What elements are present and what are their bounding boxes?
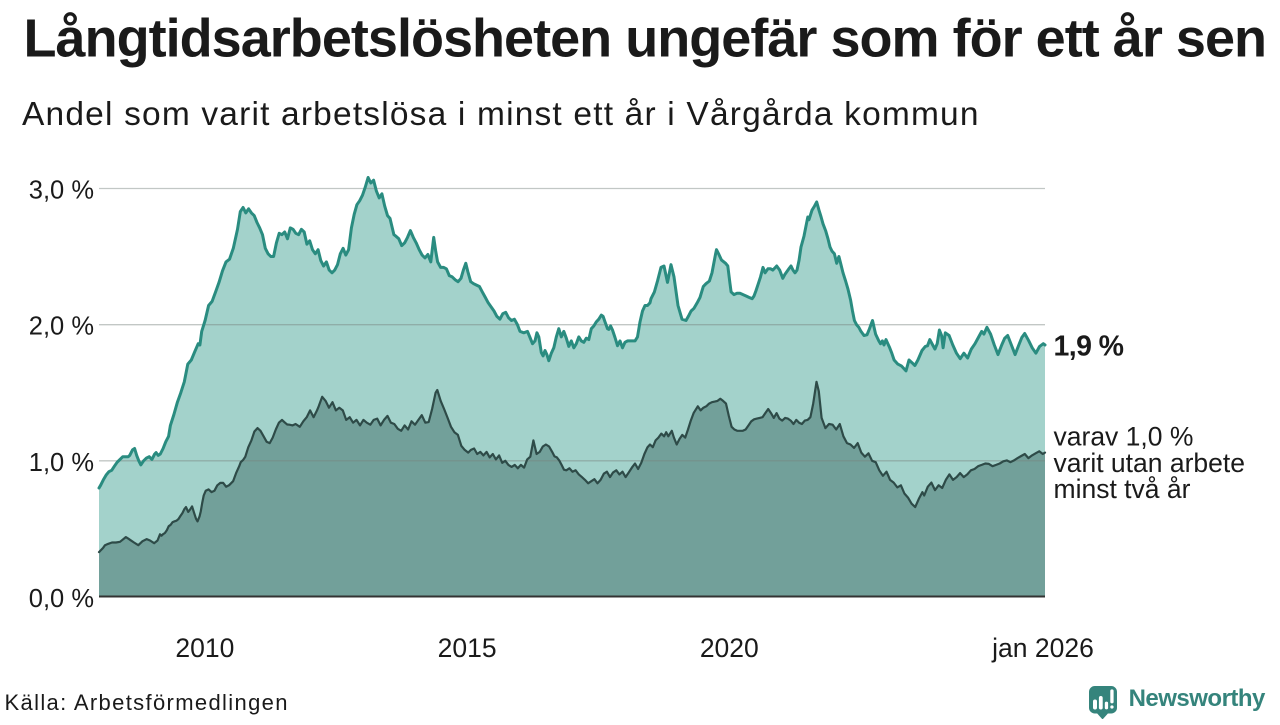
svg-text:2015: 2015 bbox=[438, 633, 497, 663]
svg-text:0,0 %: 0,0 % bbox=[29, 585, 94, 613]
svg-text:minst två år: minst två år bbox=[1054, 474, 1191, 504]
svg-text:Newsworthy: Newsworthy bbox=[1129, 685, 1266, 712]
svg-text:2,0 %: 2,0 % bbox=[29, 313, 94, 341]
svg-text:1,9 %: 1,9 % bbox=[1054, 330, 1125, 362]
svg-text:Källa: Arbetsförmedlingen: Källa: Arbetsförmedlingen bbox=[5, 690, 288, 715]
svg-text:Andel som varit arbetslösa i m: Andel som varit arbetslösa i minst ett å… bbox=[22, 96, 979, 133]
svg-text:2010: 2010 bbox=[175, 633, 234, 663]
svg-text:varav 1,0 %: varav 1,0 % bbox=[1054, 422, 1194, 452]
svg-text:3,0 %: 3,0 % bbox=[29, 176, 94, 204]
svg-text:2020: 2020 bbox=[700, 633, 759, 663]
svg-text:jan 2026: jan 2026 bbox=[991, 633, 1094, 663]
svg-text:Långtidsarbetslösheten ungefär: Långtidsarbetslösheten ungefär som för e… bbox=[24, 8, 1268, 68]
svg-text:1,0 %: 1,0 % bbox=[29, 449, 94, 477]
svg-text:varit utan arbete: varit utan arbete bbox=[1054, 448, 1246, 478]
